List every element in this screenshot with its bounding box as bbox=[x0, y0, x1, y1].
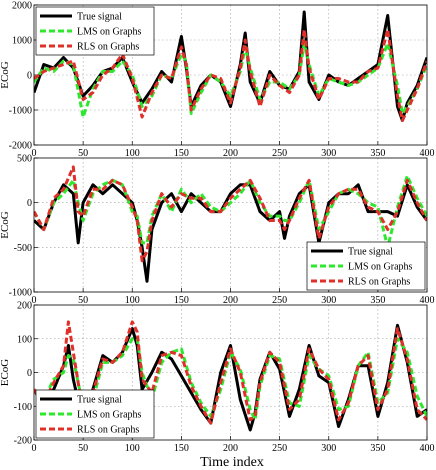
series-line-rls-on-graphs bbox=[34, 28, 427, 122]
y-tick-label: -100 bbox=[14, 402, 32, 413]
legend-entry: LMS on Graphs bbox=[77, 410, 142, 421]
x-tick-label: 400 bbox=[420, 148, 435, 159]
legend: True signal LMS on Graphs RLS on Graphs bbox=[35, 389, 155, 439]
y-tick-label: 200 bbox=[17, 301, 32, 312]
panel-2: 0 50 100 150 200 250 300 350 400 500 0 -500 -1000 ECo… bbox=[0, 154, 435, 307]
series-group bbox=[34, 10, 427, 122]
y-tick-label: -2000 bbox=[9, 141, 32, 152]
y-axis-label: ECoG bbox=[0, 211, 11, 239]
y-tick-label: -500 bbox=[14, 243, 32, 254]
x-tick-label: 0 bbox=[32, 148, 37, 159]
x-tick-label: 50 bbox=[78, 295, 88, 306]
x-tick-label: 250 bbox=[272, 443, 287, 454]
panel-1: 0 50 100 150 200 250 300 350 400 2000 1000 0 -1000 -2… bbox=[0, 1, 435, 160]
x-tick-label: 100 bbox=[125, 443, 140, 454]
x-tick-label: 100 bbox=[125, 148, 140, 159]
y-tick-label: 0 bbox=[27, 198, 32, 209]
legend-entry: True signal bbox=[77, 395, 122, 406]
legend: True signal LMS on Graphs RLS on Graphs bbox=[306, 241, 426, 291]
x-tick-label: 200 bbox=[223, 148, 238, 159]
x-tick-label: 100 bbox=[125, 295, 140, 306]
legend-entry: RLS on Graphs bbox=[348, 277, 410, 288]
axes-frame bbox=[33, 157, 428, 293]
x-tick-label: 50 bbox=[78, 443, 88, 454]
x-tick-label: 250 bbox=[272, 295, 287, 306]
y-axis-label: ECoG bbox=[0, 359, 11, 387]
legend-entry: LMS on Graphs bbox=[348, 262, 413, 273]
x-tick-label: 0 bbox=[32, 295, 37, 306]
x-tick-label: 300 bbox=[321, 295, 336, 306]
legend-entry: LMS on Graphs bbox=[77, 27, 142, 38]
y-tick-label: 0 bbox=[27, 368, 32, 379]
y-axis-label: ECoG bbox=[0, 61, 11, 89]
x-tick-label: 400 bbox=[420, 443, 435, 454]
x-tick-label: 150 bbox=[174, 443, 189, 454]
series-group bbox=[34, 165, 427, 283]
y-tick-label: 100 bbox=[17, 334, 32, 345]
panel-3: 0 50 100 150 200 250 300 350 400 200 100 0 -100 -200 E… bbox=[0, 301, 435, 455]
x-tick-label: 350 bbox=[370, 148, 385, 159]
legend: True signal LMS on Graphs RLS on Graphs bbox=[35, 6, 155, 56]
x-tick-label: 400 bbox=[420, 295, 435, 306]
x-tick-label: 300 bbox=[321, 148, 336, 159]
y-tick-label: 0 bbox=[27, 71, 32, 82]
legend-entry: RLS on Graphs bbox=[77, 42, 139, 53]
y-tick-label: 2000 bbox=[12, 1, 32, 12]
legend-entry: RLS on Graphs bbox=[77, 425, 139, 436]
axes-frame bbox=[33, 304, 428, 441]
y-tick-label: 500 bbox=[17, 154, 32, 165]
y-tick-label: -1000 bbox=[9, 288, 32, 299]
x-tick-label: 50 bbox=[78, 148, 88, 159]
y-tick-label: -1000 bbox=[9, 106, 32, 117]
x-tick-label: 250 bbox=[272, 148, 287, 159]
series-line-rls-on-graphs bbox=[34, 165, 427, 263]
x-tick-label: 200 bbox=[223, 443, 238, 454]
y-tick-label: 1000 bbox=[12, 36, 32, 47]
y-tick-label: -200 bbox=[14, 436, 32, 447]
legend-entry: True signal bbox=[348, 247, 393, 258]
legend-entry: True signal bbox=[77, 12, 122, 23]
x-tick-label: 150 bbox=[174, 295, 189, 306]
series-line-rls-on-graphs bbox=[34, 320, 427, 425]
x-tick-label: 0 bbox=[32, 443, 37, 454]
x-tick-label: 150 bbox=[174, 148, 189, 159]
x-tick-label: 200 bbox=[223, 295, 238, 306]
axes-frame bbox=[33, 4, 428, 146]
x-tick-label: 350 bbox=[370, 295, 385, 306]
x-tick-label: 300 bbox=[321, 443, 336, 454]
x-tick-label: 350 bbox=[370, 443, 385, 454]
x-axis-label: Time index bbox=[200, 455, 264, 470]
